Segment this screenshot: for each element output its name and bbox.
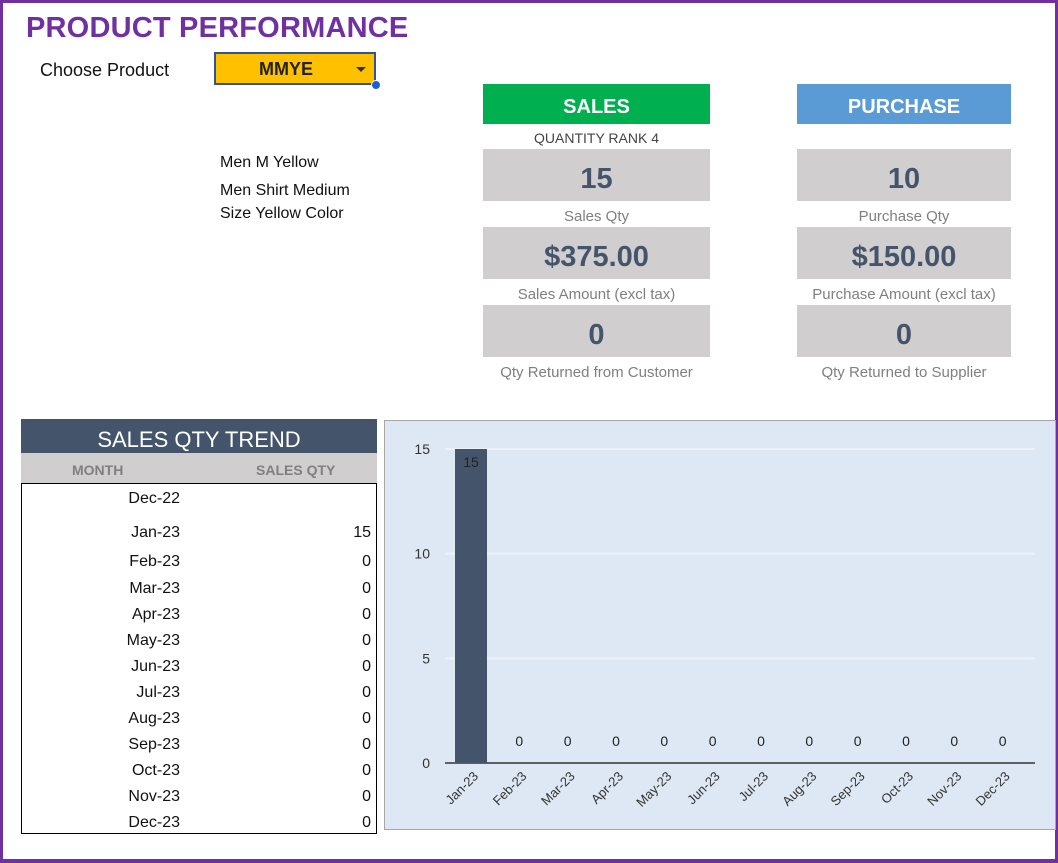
sales-qty-cell: 0 xyxy=(362,684,371,701)
page-title: PRODUCT PERFORMANCE xyxy=(26,12,409,44)
sales-amount-label: Sales Amount (excl tax) xyxy=(517,286,676,303)
supplier-returns-label: Qty Returned to Supplier xyxy=(821,364,987,381)
month-cell: Apr-23 xyxy=(131,606,180,623)
purchase-amount-value: $150.00 xyxy=(797,227,1011,279)
table-row: Mar-23 0 xyxy=(22,576,376,602)
x-tick-label: Sep-23 xyxy=(828,769,868,809)
sales-qty-cell: 0 xyxy=(362,553,371,570)
x-tick-label: Nov-23 xyxy=(924,769,964,809)
month-cell: Jun-23 xyxy=(131,658,180,675)
y-tick-label: 15 xyxy=(414,441,430,457)
x-tick-label: Oct-23 xyxy=(878,769,916,807)
product-dropdown[interactable]: MMYE xyxy=(214,52,381,90)
x-tick-label: Dec-23 xyxy=(973,769,1013,809)
month-column-header: MONTH xyxy=(72,462,124,478)
table-row: Aug-23 0 xyxy=(22,706,376,732)
sales-qty-cell: 0 xyxy=(362,632,371,649)
data-label: 0 xyxy=(757,733,765,749)
data-label: 0 xyxy=(564,733,572,749)
purchase-header: PURCHASE xyxy=(797,84,1011,124)
quantity-rank: QUANTITY RANK 4 xyxy=(534,130,659,146)
y-tick-label: 0 xyxy=(422,755,430,771)
x-tick-label: Feb-23 xyxy=(490,769,530,809)
product-description-line2: Size Yellow Color xyxy=(220,205,344,222)
month-cell: Aug-23 xyxy=(128,710,180,727)
y-tick-label: 5 xyxy=(422,650,430,666)
table-row: May-23 0 xyxy=(22,628,376,654)
purchase-qty-label: Purchase Qty xyxy=(858,208,950,225)
y-tick-label: 10 xyxy=(414,546,430,562)
table-row: Sep-23 0 xyxy=(22,732,376,758)
sales-qty-cell: 0 xyxy=(362,814,371,831)
data-label: 0 xyxy=(709,733,717,749)
table-row: Oct-23 0 xyxy=(22,758,376,784)
month-cell: Jan-23 xyxy=(131,524,180,541)
customer-returns-label: Qty Returned from Customer xyxy=(500,364,693,381)
month-cell: Jul-23 xyxy=(136,684,180,701)
product-dropdown-value: MMYE xyxy=(259,59,313,79)
table-row: Jul-23 0 xyxy=(22,680,376,706)
table-row: Jun-23 0 xyxy=(22,654,376,680)
month-cell: Mar-23 xyxy=(129,580,180,597)
chevron-down-icon[interactable] xyxy=(356,67,366,72)
data-label: 0 xyxy=(805,733,813,749)
table-row: Apr-23 0 xyxy=(22,602,376,628)
month-cell: Dec-22 xyxy=(128,490,180,507)
choose-product-label: Choose Product xyxy=(40,60,170,80)
data-label: 0 xyxy=(950,733,958,749)
selection-handle[interactable] xyxy=(371,80,381,90)
x-tick-label: May-23 xyxy=(633,769,674,810)
product-description-line1: Men Shirt Medium xyxy=(220,182,350,199)
sales-qty-cell: 15 xyxy=(353,524,371,541)
sales-qty-cell: 0 xyxy=(362,606,371,623)
sales-qty-value: 15 xyxy=(483,149,710,201)
customer-returns-value: 0 xyxy=(483,305,710,357)
data-label: 0 xyxy=(999,733,1007,749)
sales-qty-cell: 0 xyxy=(362,580,371,597)
sales-qty-cell: 0 xyxy=(362,788,371,805)
x-tick-label: Jan-23 xyxy=(442,769,481,808)
table-row: Jan-23 15 xyxy=(22,520,376,546)
table-row: Dec-22 xyxy=(22,486,376,512)
trend-table: Dec-22 Jan-23 15 Feb-23 0 Mar-23 0 Apr-23 0 May-2… xyxy=(21,483,377,834)
sales-qty-chart: 0 5 10 15 15 Jan-23 0 Feb-23 0 Mar-23 0 Apr-23 0 May-… xyxy=(384,420,1056,830)
sales-qty-cell: 0 xyxy=(362,736,371,753)
x-tick-label: Jun-23 xyxy=(684,769,723,808)
month-cell: May-23 xyxy=(126,632,180,649)
sales-trend-title: SALES QTY TREND xyxy=(21,419,377,453)
table-row: Nov-23 0 xyxy=(22,784,376,810)
x-tick-label: Mar-23 xyxy=(538,769,578,809)
purchase-amount-label: Purchase Amount (excl tax) xyxy=(812,286,996,303)
purchase-qty-value: 10 xyxy=(797,149,1011,201)
data-label: 15 xyxy=(463,454,479,470)
x-tick-label: Aug-23 xyxy=(779,769,819,809)
sales-qty-column-header: SALES QTY xyxy=(256,462,336,478)
chart-svg: 0 5 10 15 15 Jan-23 0 Feb-23 0 Mar-23 0 Apr-23 0 May-… xyxy=(414,441,1035,810)
sales-qty-label: Sales Qty xyxy=(563,208,630,225)
x-tick-label: Apr-23 xyxy=(588,769,626,807)
sales-amount-value: $375.00 xyxy=(483,227,710,279)
month-cell: Nov-23 xyxy=(128,788,180,805)
x-tick-label: Jul-23 xyxy=(735,769,771,805)
supplier-returns-value: 0 xyxy=(797,305,1011,357)
month-cell: Dec-23 xyxy=(128,814,180,831)
month-cell: Sep-23 xyxy=(128,736,180,753)
data-label: 0 xyxy=(612,733,620,749)
month-cell: Feb-23 xyxy=(129,553,180,570)
table-row: Dec-23 0 xyxy=(22,810,376,836)
data-label: 0 xyxy=(660,733,668,749)
product-name: Men M Yellow xyxy=(220,154,319,171)
sales-qty-cell: 0 xyxy=(362,658,371,675)
bar xyxy=(455,449,487,763)
data-label: 0 xyxy=(902,733,910,749)
sales-qty-cell: 0 xyxy=(362,710,371,727)
month-cell: Oct-23 xyxy=(131,762,180,779)
data-label: 0 xyxy=(515,733,523,749)
trend-table-header: MONTH SALES QTY xyxy=(21,453,377,483)
sales-qty-cell: 0 xyxy=(362,762,371,779)
data-label: 0 xyxy=(854,733,862,749)
sales-header: SALES xyxy=(483,84,710,124)
table-row: Feb-23 0 xyxy=(22,549,376,575)
